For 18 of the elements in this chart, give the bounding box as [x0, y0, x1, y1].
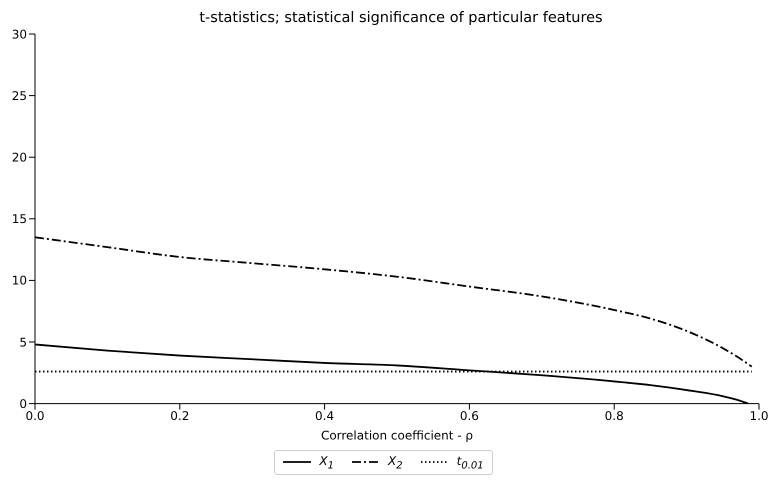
- y-tick-label: 20: [12, 150, 27, 164]
- y-tick-label: 15: [12, 212, 27, 226]
- x-axis-title: Correlation coefficient - ρ: [320, 428, 474, 443]
- y-tick-label: 25: [12, 88, 27, 103]
- legend-label: X$_{2}$: [388, 454, 403, 471]
- x-tick-label: 0.4: [315, 409, 334, 424]
- y-tick-label: 10: [12, 274, 27, 288]
- x-tick-label: 1.0: [749, 409, 769, 424]
- legend-label: X$_{1}$: [319, 454, 334, 471]
- chart-title: t-statistics; statistical significance of particular features: [198, 10, 604, 26]
- legend-label: t$_{0.01}$: [456, 454, 484, 471]
- y-tick-label: 0: [19, 396, 27, 411]
- y-tick-label: 5: [19, 335, 27, 350]
- x-tick-label: 0.8: [604, 409, 624, 424]
- x-tick-label: 0.6: [460, 409, 479, 424]
- y-tick-label: 30: [12, 27, 27, 42]
- x-tick-label: 0.0: [25, 409, 45, 424]
- x-tick-label: 0.2: [170, 409, 190, 424]
